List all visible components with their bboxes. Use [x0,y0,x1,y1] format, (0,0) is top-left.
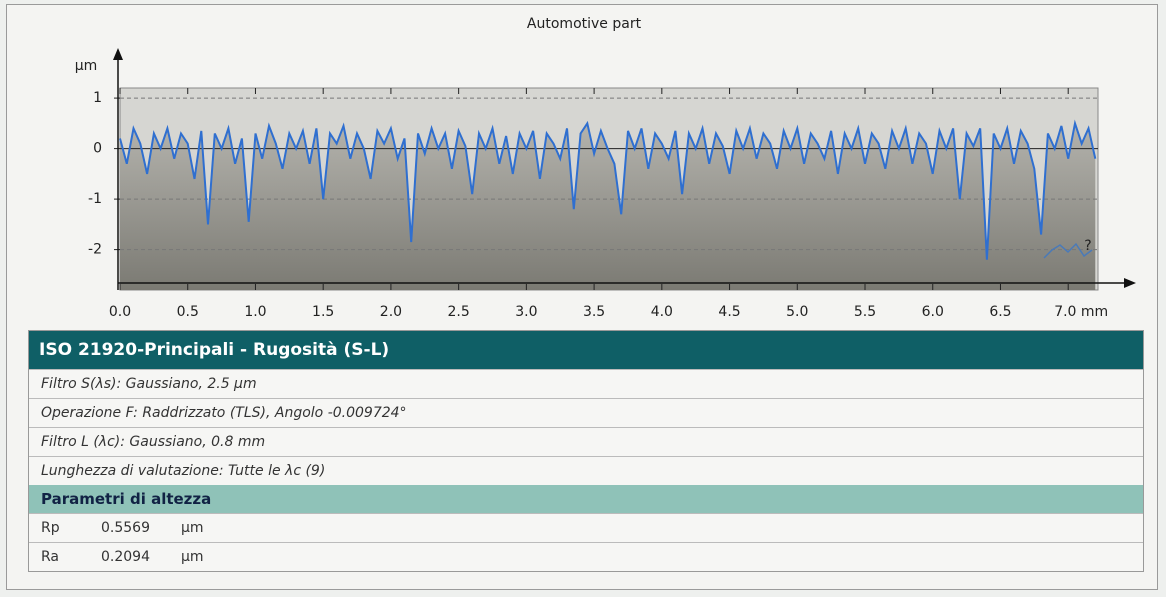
x-tick-label: 4.0 [651,304,673,320]
chart-title: Automotive part [527,16,642,32]
param-unit: µm [181,520,204,536]
x-tick-label: 6.0 [922,304,944,320]
setting-row: Filtro L (λc): Gaussiano, 0.8 mm [29,427,1143,456]
section-header: Parametri di altezza [29,485,1143,513]
setting-row: Lunghezza di valutazione: Tutte le λc (9… [29,456,1143,485]
y-tick-label: -1 [88,191,102,207]
param-value: 0.5569 [101,520,150,536]
x-tick-label: 1.5 [312,304,334,320]
x-tick-label: 5.5 [854,304,876,320]
setting-row: Operazione F: Raddrizzato (TLS), Angolo … [29,398,1143,427]
setting-row: Filtro S(λs): Gaussiano, 2.5 µm [29,369,1143,398]
y-axis-label: µm [75,58,98,74]
profile-area [120,123,1096,291]
y-tick-label: -2 [88,242,102,258]
x-tick-label: 3.0 [515,304,537,320]
param-row: Rp 0.5569 µm [29,513,1143,542]
chart: Automotive part µm 1 0 -1 -2 0.0 0.5 1.0 1.5 2.0… [75,16,1136,320]
y-tick-label: 1 [93,90,102,106]
x-tick-label: 2.0 [380,304,402,320]
x-tick-label: 0.5 [177,304,199,320]
help-icon: ? [1084,238,1091,254]
thumbnail-wave [1043,242,1093,259]
x-tick-label: 2.5 [448,304,470,320]
x-tick-label: 7.0 mm [1054,304,1108,320]
profile-line [119,119,1097,260]
results-table: ISO 21920-Principali - Rugosità (S-L) Fi… [28,330,1144,572]
y-tick-label: 0 [93,141,102,157]
x-tick-label: 1.0 [244,304,266,320]
x-tick-label: 6.5 [989,304,1011,320]
param-name: Rp [41,520,60,536]
param-value: 0.2094 [101,549,150,565]
x-tick-label: 5.0 [786,304,808,320]
y-arrow [113,48,123,60]
x-tick-label: 4.5 [718,304,740,320]
table-title: ISO 21920-Principali - Rugosità (S-L) [29,331,1143,369]
x-tick-label: 3.5 [583,304,605,320]
param-row: Ra 0.2094 µm [29,542,1143,571]
x-tick-label: 0.0 [109,304,131,320]
param-name: Ra [41,549,59,565]
x-arrow [1124,278,1136,288]
param-unit: µm [181,549,204,565]
